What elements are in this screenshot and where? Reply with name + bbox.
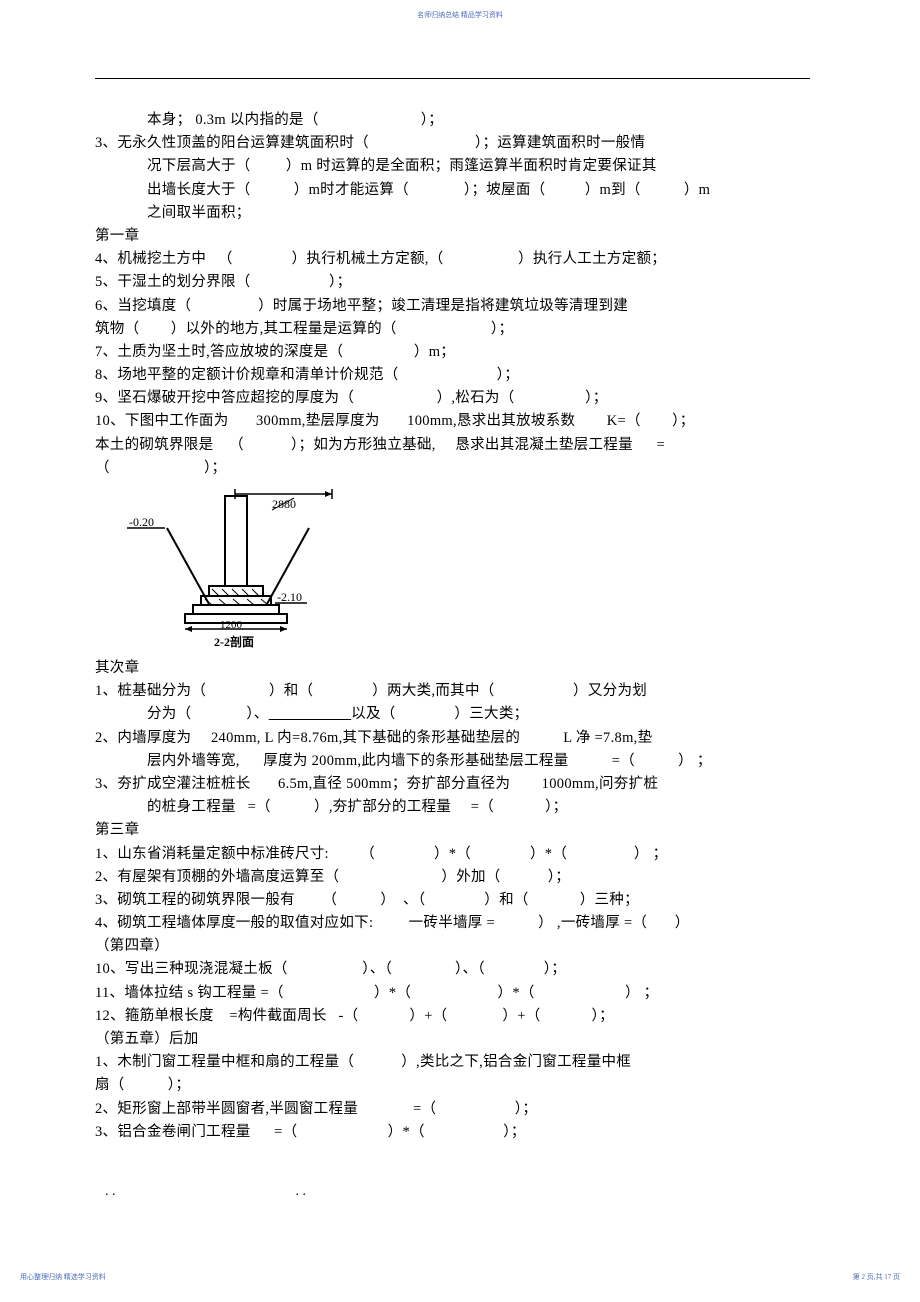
ch4-q10: 10、写出三种现浇混凝土板（ ）、（ ）、（ ）； (95, 958, 825, 981)
ch1-q8: 8、场地平整的定额计价规章和清单计价规范（ ）； (95, 364, 825, 387)
ch2-q2a: 2、内墙厚度为 240mm, L 内=8.76m,其下基础的条形基础垫层的 L … (95, 727, 825, 750)
q3-line-d: 之间取半面积； (95, 202, 825, 225)
chapter4-title: （第四章） (95, 935, 825, 958)
ch2-q2b: 层内外墙等宽, 厚度为 200mm,此内墙下的条形基础垫层工程量 =（ ） ； (95, 750, 825, 773)
ch1-q10b: 本土的砌筑界限是 （ ）；如为方形独立基础, 恳求出其混凝土垫层工程量 = (95, 434, 825, 457)
ch3-q2: 2、有屋架有顶棚的外墙高度运算至（ ）外加（ ）； (95, 866, 825, 889)
chapter3-title: 第三章 (95, 819, 825, 842)
ch1-q5: 5、干湿土的划分界限（ ）； (95, 271, 825, 294)
footer-left-text: 用心整理归纳 精选学习资料 (20, 1272, 106, 1282)
footer-right-text: 第 2 页,共 17 页 (853, 1272, 900, 1282)
figure-caption: 2-2剖面 (214, 634, 254, 649)
ch5-q1a: 1、木制门窗工程量中框和扇的工程量（ ）,类比之下,铝合金门窗工程量中框 (95, 1051, 825, 1074)
chapter1-title: 第一章 (95, 225, 825, 248)
ch2-q1b: 分为（ ）、 以及（ ）三大类； (95, 703, 825, 726)
ch5-q3: 3、铝合金卷闸门工程量 =（ ）*（ ）； (95, 1121, 825, 1144)
q3-line-b: 况下层高大于（ ）m 时运算的是全面积；雨篷运算半面积时肯定要保证其 (95, 155, 825, 178)
ch1-q4: 4、机械挖土方中 （ ）执行机械土方定额,（ ）执行人工土方定额； (95, 248, 825, 271)
q3-line-a: 3、无永久性顶盖的阳台运算建筑面积时（ ）；运算建筑面积时一般情 (95, 132, 825, 155)
ch3-q4: 4、砌筑工程墙体厚度一般的取值对应如下: 一砖半墙厚 = ） ,一砖墙厚 =（ … (95, 912, 825, 935)
ch1-q9: 9、坚石爆破开挖中答应超挖的厚度为（ ）,松石为（ ）； (95, 387, 825, 410)
ch2-q1a: 1、桩基础分为（ ）和（ ）两大类,而其中（ ）又分为划 (95, 680, 825, 703)
top-rule (95, 78, 810, 79)
intro-line1: 本身； 0.3m 以内指的是（ ）； (95, 109, 825, 132)
dim-right: -2.10 (277, 590, 302, 604)
ch4-q12: 12、箍筋单根长度 =构件截面周长 -（ ）+（ ）+（ ）； (95, 1005, 825, 1028)
ch2-q3b: 的桩身工程量 =（ ）,夯扩部分的工程量 =（ ）； (95, 796, 825, 819)
dim-1200: 1200 (220, 619, 243, 631)
chapter5-title: （第五章）后加 (95, 1028, 825, 1051)
ch2-q3a: 3、夯扩成空灌注桩桩长 6.5m,直径 500mm；夯扩部分直径为 1000mm… (95, 773, 825, 796)
ch1-q10c: （ ）； (95, 457, 825, 480)
header-tiny-text: 名师归纳总结 精品学习资料 (0, 10, 920, 20)
dim-left: -0.20 (129, 515, 154, 529)
ch1-q10a: 10、下图中工作面为 300mm,垫层厚度为 100mm,恳求出其放坡系数 K=… (95, 410, 825, 433)
chapter2-title: 其次章 (95, 657, 825, 680)
ch4-q11: 11、墙体拉结 s 钩工程量 =（ ）*（ ）*（ ） ； (95, 982, 825, 1005)
ch3-q1: 1、山东省消耗量定额中标准砖尺寸: （ ）*（ ）*（ ） ； (95, 843, 825, 866)
ch5-q2: 2、矩形窗上部带半圆窗者,半圆窗工程量 =（ ）； (95, 1098, 825, 1121)
document-content: 本身； 0.3m 以内指的是（ ）； 3、无永久性顶盖的阳台运算建筑面积时（ ）… (95, 78, 825, 1200)
ch1-q6b: 筑物（ ）以外的地方,其工程量是运算的（ ）； (95, 318, 825, 341)
footer-dots: . .. . (95, 1184, 825, 1200)
q3-line-c: 出墙长度大于（ ）m时才能运算（ ）；坡屋面（ ）m到（ ）m (95, 179, 825, 202)
ch3-q3: 3、砌筑工程的砌筑界限一般有 （ ） 、（ ）和（ ）三种； (95, 889, 825, 912)
ch5-q1b: 扇（ ）； (95, 1074, 825, 1097)
cross-section-diagram: 2880 -0.20 -2 (127, 486, 825, 651)
ch1-q7: 7、土质为坚土时,答应放坡的深度是（ ）m； (95, 341, 825, 364)
ch1-q6a: 6、当挖填度（ ）时属于场地平整；竣工清理是指将建筑垃圾等清理到建 (95, 295, 825, 318)
